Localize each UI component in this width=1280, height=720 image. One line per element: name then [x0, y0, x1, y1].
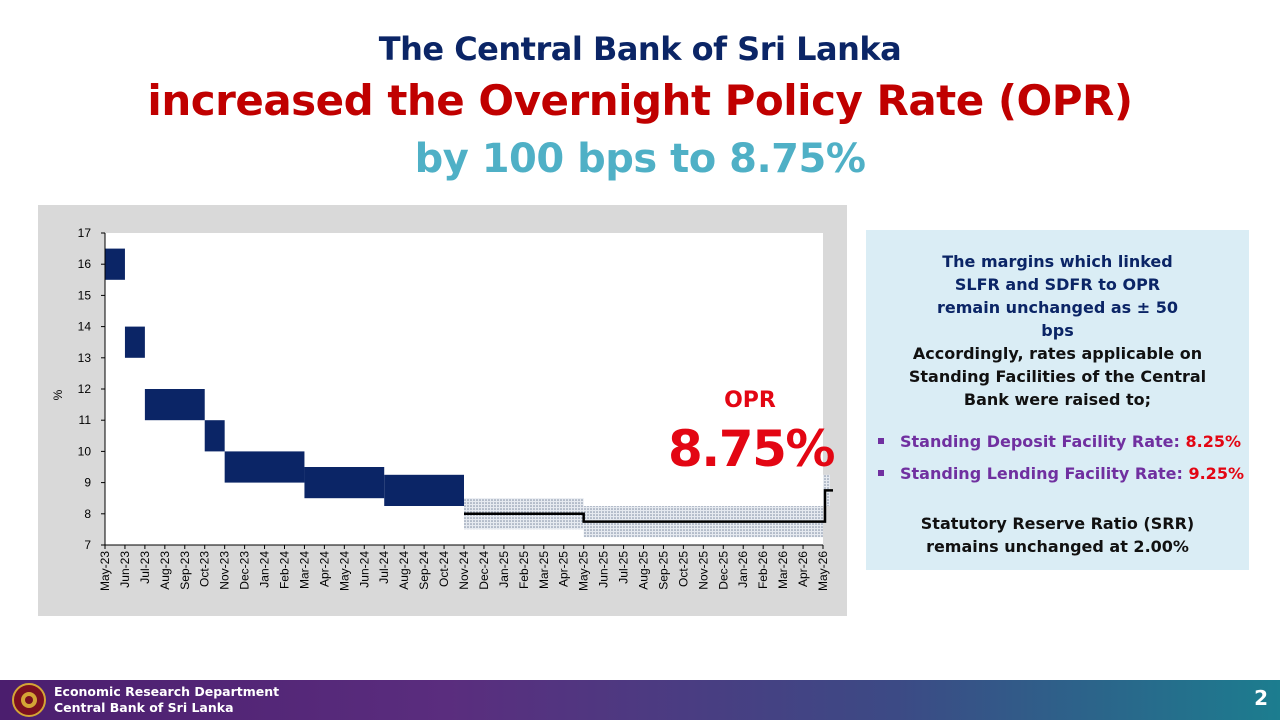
margins-text: The margins which linked SLFR and SDFR t…	[937, 252, 1178, 340]
opr-annotation-value: 8.75%	[668, 420, 835, 478]
x-tick-label: Jan-25	[497, 551, 511, 588]
x-tick-label: Sep-24	[417, 551, 431, 590]
corridor-bar-5	[304, 467, 385, 499]
slfr-bullet: Standing Lending Facility Rate: 9.25%	[878, 464, 1246, 483]
y-tick-label: 11	[79, 413, 92, 427]
y-tick-label: 13	[78, 351, 92, 365]
x-tick-label: May-23	[98, 551, 112, 591]
x-tick-label: Apr-26	[796, 551, 810, 587]
x-tick-label: Jan-24	[258, 551, 272, 588]
x-tick-label: Sep-23	[178, 551, 192, 590]
x-tick-label: Aug-24	[397, 551, 411, 590]
y-axis-label: %	[51, 389, 65, 400]
x-tick-label: Mar-24	[297, 551, 311, 589]
sdfr-value: 8.25%	[1185, 432, 1241, 451]
x-tick-label: Jun-25	[597, 551, 611, 588]
x-tick-label: Oct-23	[198, 551, 212, 587]
x-tick-label: Dec-23	[238, 551, 252, 590]
x-tick-label: Jul-25	[617, 551, 631, 584]
page-number: 2	[1254, 686, 1268, 710]
info-box: The margins which linked SLFR and SDFR t…	[866, 230, 1249, 570]
slfr-label: Standing Lending Facility Rate:	[900, 464, 1189, 483]
corridor-bar-0	[105, 248, 125, 280]
x-tick-label: May-24	[337, 551, 351, 591]
y-tick-label: 17	[78, 226, 92, 240]
y-tick-label: 16	[78, 257, 92, 271]
corridor-bar-3	[204, 420, 225, 452]
corridor-bar-2	[144, 389, 205, 421]
x-tick-label: Nov-23	[218, 551, 232, 590]
corridor-bar-4	[224, 451, 305, 483]
x-tick-label: Feb-25	[517, 551, 531, 589]
x-tick-label: Jun-24	[357, 551, 371, 588]
chart-panel: 7 8 9 10 11 12 13 14 15 16 17 May-23 Jun-23 Jul-23 Aug…	[38, 205, 847, 616]
accordingly-text: Accordingly, rates applicable on Standin…	[908, 344, 1207, 409]
footer-dept: Economic Research Department	[54, 684, 280, 699]
x-tick-label: Dec-25	[716, 551, 730, 590]
x-tick-label: Jun-23	[118, 551, 132, 588]
x-tick-label: Jul-23	[138, 551, 152, 584]
x-tick-label: Aug-23	[158, 551, 172, 590]
y-tick-label: 12	[78, 382, 92, 396]
opr-chart: 7 8 9 10 11 12 13 14 15 16 17 May-23 Jun-23 Jul-23 Aug…	[51, 226, 833, 591]
x-tick-label: Nov-24	[457, 551, 471, 590]
bullet-square-icon	[878, 469, 884, 476]
sdfr-label: Standing Deposit Facility Rate:	[900, 432, 1186, 451]
opr-annotation-label: OPR	[724, 388, 776, 413]
y-tick-label: 14	[78, 320, 92, 334]
corridor-bar-1	[124, 326, 145, 358]
slfr-value: 9.25%	[1188, 464, 1244, 483]
x-tick-label: Apr-24	[317, 551, 331, 587]
bullet-square-icon	[878, 437, 884, 444]
x-tick-label: Nov-25	[696, 551, 710, 590]
x-tick-label: Oct-25	[676, 551, 690, 587]
y-tick-label: 15	[78, 288, 92, 302]
x-tick-label: Aug-25	[637, 551, 651, 590]
x-tick-label: Feb-26	[756, 551, 770, 589]
title-line-1: The Central Bank of Sri Lanka	[378, 30, 902, 68]
cbsl-logo-icon	[12, 683, 46, 717]
opr-series-line-0	[464, 489, 833, 523]
x-tick-label: Oct-24	[437, 551, 451, 587]
sdfr-bullet: Standing Deposit Facility Rate: 8.25%	[878, 432, 1246, 451]
y-tick-label: 7	[84, 538, 91, 552]
x-tick-label: Dec-24	[477, 551, 491, 590]
title-line-3: by 100 bps to 8.75%	[414, 136, 866, 182]
x-tick-label: Mar-25	[537, 551, 551, 589]
x-tick-label: May-25	[577, 551, 591, 591]
y-tick-label: 8	[84, 507, 91, 521]
x-tick-label: Mar-26	[776, 551, 790, 589]
x-tick-label: Feb-24	[278, 551, 292, 589]
footer-bar: Economic Research Department Central Ban…	[0, 680, 1280, 720]
x-tick-label: Sep-25	[656, 551, 670, 590]
corridor-bar-6	[384, 474, 464, 506]
footer-text: Economic Research Department Central Ban…	[54, 684, 279, 716]
x-tick-label: Jul-24	[377, 551, 391, 584]
title-line-2: increased the Overnight Policy Rate (OPR…	[147, 76, 1133, 125]
y-tick-label: 10	[78, 444, 92, 458]
srr-text: Statutory Reserve Ratio (SRR) remains un…	[920, 514, 1195, 556]
x-tick-label: Apr-25	[557, 551, 571, 587]
y-tick-label: 9	[84, 476, 91, 490]
footer-bank: Central Bank of Sri Lanka	[54, 700, 234, 715]
x-tick-label: Jan-26	[736, 551, 750, 588]
x-tick-label: May-26	[816, 551, 830, 591]
